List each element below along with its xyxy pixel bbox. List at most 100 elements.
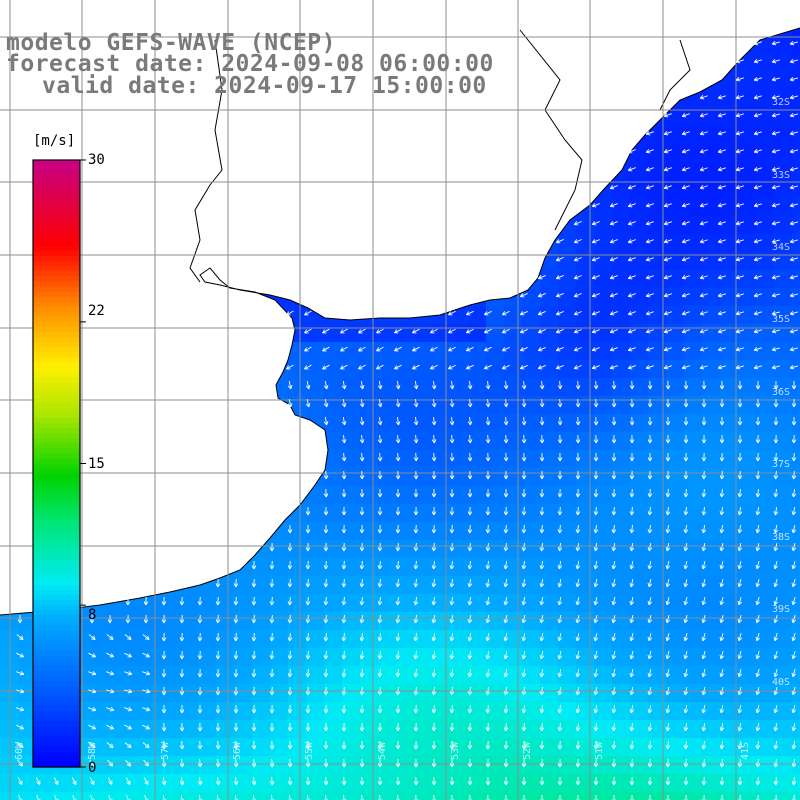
wind-speed-cell (306, 342, 324, 360)
wind-speed-cell (684, 234, 702, 252)
wind-speed-cell (234, 774, 252, 792)
wind-speed-cell (792, 378, 800, 396)
wind-speed-cell (432, 432, 450, 450)
wind-speed-cell (522, 504, 540, 522)
wind-speed-cell (468, 396, 486, 414)
arrow-head (646, 259, 651, 262)
wind-speed-cell (774, 180, 792, 198)
wind-speed-cell (234, 792, 252, 800)
wind-speed-cell (630, 360, 648, 378)
arrow-head (664, 187, 669, 190)
arrow-head (646, 187, 651, 190)
wind-speed-cell (324, 360, 342, 378)
wind-speed-cell (504, 792, 522, 800)
wind-speed-cell (792, 126, 800, 144)
wind-speed-cell (756, 252, 774, 270)
wind-speed-cell (630, 540, 648, 558)
arrow-head (628, 331, 633, 334)
arrow-head (664, 151, 669, 154)
wind-speed-cell (648, 558, 666, 576)
wind-speed-cell (558, 486, 576, 504)
wind-speed-cell (342, 450, 360, 468)
wind-speed-cell (666, 612, 684, 630)
wind-speed-cell (18, 630, 36, 648)
wind-speed-cell (450, 342, 468, 360)
wind-speed-cell (792, 558, 800, 576)
wind-speed-cell (270, 594, 288, 612)
wind-speed-cell (324, 648, 342, 666)
wind-speed-cell (288, 612, 306, 630)
wind-speed-cell (612, 558, 630, 576)
wind-speed-cell (684, 630, 702, 648)
wind-speed-cell (756, 198, 774, 216)
wind-speed-cell (522, 630, 540, 648)
wind-speed-cell (0, 630, 18, 648)
wind-speed-cell (180, 648, 198, 666)
wind-speed-cell (756, 594, 774, 612)
wind-speed-cell (612, 432, 630, 450)
wind-speed-cell (774, 576, 792, 594)
wind-speed-cell (360, 324, 378, 342)
arrow-head (646, 295, 651, 298)
wind-speed-cell (0, 774, 18, 792)
wind-speed-cell (666, 576, 684, 594)
wind-speed-cell (774, 666, 792, 684)
wind-speed-cell (396, 540, 414, 558)
arrow-head (592, 296, 597, 298)
wind-speed-cell (180, 684, 198, 702)
wind-speed-cell (306, 558, 324, 576)
wind-speed-cell (342, 648, 360, 666)
wind-speed-cell (468, 342, 486, 360)
wind-speed-cell (792, 594, 800, 612)
wind-speed-cell (594, 666, 612, 684)
arrow-head (664, 313, 669, 316)
wind-speed-cell (126, 612, 144, 630)
wind-speed-cell (396, 414, 414, 432)
wind-speed-cell (558, 396, 576, 414)
wind-speed-cell (486, 414, 504, 432)
wind-speed-cell (324, 558, 342, 576)
wind-speed-cell (630, 252, 648, 270)
wind-speed-cell (252, 558, 270, 576)
wind-speed-cell (666, 234, 684, 252)
wind-speed-cell (702, 270, 720, 288)
wind-speed-cell (720, 126, 738, 144)
wind-speed-cell (666, 450, 684, 468)
wind-speed-cell (18, 684, 36, 702)
wind-speed-cell (144, 612, 162, 630)
wind-speed-cell (630, 324, 648, 342)
wind-speed-cell (648, 162, 666, 180)
wind-speed-cell (324, 504, 342, 522)
wind-speed-cell (450, 450, 468, 468)
arrow-head (628, 349, 633, 352)
arrow-head (664, 223, 669, 226)
wind-speed-cell (522, 576, 540, 594)
wind-speed-cell (540, 486, 558, 504)
wind-speed-cell (630, 450, 648, 468)
wind-speed-cell (684, 378, 702, 396)
wind-speed-cell (720, 540, 738, 558)
wind-speed-cell (324, 450, 342, 468)
arrow-head (646, 169, 651, 172)
wind-speed-cell (414, 558, 432, 576)
wind-speed-cell (702, 90, 720, 108)
wind-speed-cell (612, 576, 630, 594)
wind-speed-cell (666, 144, 684, 162)
arrow-head (664, 295, 669, 298)
wind-speed-cell (756, 612, 774, 630)
wind-speed-cell (738, 342, 756, 360)
wind-speed-cell (360, 792, 378, 800)
wind-speed-cell (18, 666, 36, 684)
wind-speed-cell (270, 666, 288, 684)
wind-speed-cell (648, 288, 666, 306)
arrow-head (664, 349, 669, 352)
wind-speed-cell (540, 324, 558, 342)
wind-speed-cell (216, 576, 234, 594)
wind-speed-cell (162, 666, 180, 684)
wind-speed-cell (792, 54, 800, 72)
wind-speed-cell (558, 432, 576, 450)
wind-speed-cell (342, 558, 360, 576)
wind-speed-cell (756, 162, 774, 180)
wind-speed-cell (306, 792, 324, 800)
wind-speed-cell (414, 378, 432, 396)
